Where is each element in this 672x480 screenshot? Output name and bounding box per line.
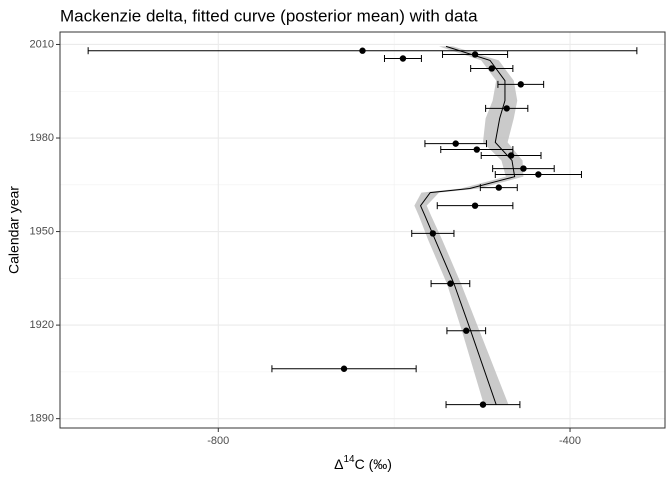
data-point: [471, 202, 479, 209]
data-point: [535, 171, 542, 178]
data-point: [359, 47, 366, 54]
data-point: [488, 65, 495, 72]
data-point: [479, 401, 487, 408]
y-tick-label: 1950: [30, 225, 54, 237]
data-point: [452, 140, 459, 147]
y-tick-label: 2010: [30, 38, 54, 50]
data-point: [447, 280, 454, 287]
y-tick-label: 1890: [30, 413, 54, 425]
chart-title: Mackenzie delta, fitted curve (posterior…: [60, 6, 478, 25]
data-point: [520, 165, 527, 172]
x-label-rest: C (‰): [355, 456, 392, 472]
data-point: [429, 230, 437, 237]
y-tick-label: 1920: [30, 319, 54, 331]
x-label-base: Δ: [334, 456, 343, 472]
y-tick-label: 1980: [30, 132, 54, 144]
data-point: [503, 105, 510, 112]
data-point: [495, 184, 503, 191]
data-point: [507, 152, 515, 159]
data-point: [463, 327, 470, 334]
data-point: [517, 81, 524, 88]
x-axis-label: Δ14C (‰): [334, 454, 392, 472]
data-point: [473, 146, 481, 153]
data-point: [399, 55, 407, 62]
fitted-curve: [419, 45, 516, 405]
data-point: [471, 51, 479, 58]
x-tick-label: -400: [559, 435, 581, 447]
data-point: [340, 365, 348, 372]
x-label-sup: 14: [343, 454, 355, 465]
y-axis-label: Calendar year: [6, 186, 22, 274]
panel-border: [59, 31, 666, 429]
x-tick-label: -800: [207, 435, 229, 447]
